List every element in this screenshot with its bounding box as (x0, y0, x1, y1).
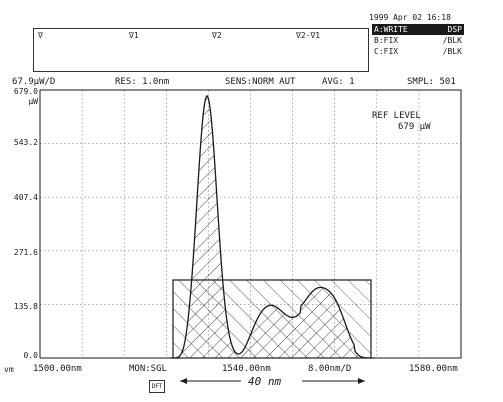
marker-label-1: ∇1 (129, 31, 139, 40)
trace-c-value: /BLK (442, 47, 462, 56)
y-tick-label-1: 543.2 (13, 138, 38, 147)
monitor-icon[interactable]: DFT (149, 380, 165, 393)
trace-row-b[interactable]: B:FIX /BLK (372, 35, 464, 46)
y-tick-label-3: 271.6 (13, 248, 38, 257)
filter-window-box (172, 279, 372, 359)
averaging-readout: AVG: 1 (322, 77, 355, 87)
ref-level-label: REF LEVEL (372, 111, 421, 121)
y-tick-label-5: 0.0 (23, 351, 38, 360)
y-unit-label: μW (28, 97, 38, 106)
x-span-label: 8.00nm/D (308, 364, 352, 374)
width-annotation (180, 378, 365, 384)
y-tick-label-4: 135.8 (13, 302, 38, 311)
width-label: 40 nm (248, 375, 282, 388)
trace-b-value: /BLK (442, 36, 462, 45)
spectrum-trace-line (170, 94, 375, 359)
ref-level-value: 679 μW (398, 122, 431, 132)
trace-a-value: DSP (447, 25, 462, 34)
trace-c-label: C:FIX (374, 47, 399, 56)
marker-box: ∇ ∇1 ∇2 ∇2-∇1 (33, 28, 369, 72)
x-center-label: 1540.00nm (222, 364, 271, 374)
sampling-readout: SMPL: 501 (407, 77, 456, 87)
trace-row-a[interactable]: A:WRITE DSP (372, 24, 464, 35)
x-prefix-label: vm (4, 365, 14, 374)
marker-label-diff: ∇2-∇1 (296, 31, 321, 40)
timestamp: 1999 Apr 02 16:18 (369, 13, 451, 22)
scale-readout: 67.9μW/D (12, 77, 56, 87)
trace-panel: A:WRITE DSP B:FIX /BLK C:FIX /BLK (372, 24, 464, 57)
trace-b-label: B:FIX (374, 36, 399, 45)
marker-label-0: ∇ (38, 31, 43, 40)
marker-label-2: ∇2 (212, 31, 222, 40)
resolution-readout: RES: 1.0nm (115, 77, 170, 87)
y-tick-label-2: 407.4 (13, 193, 38, 202)
trace-a-label: A:WRITE (374, 25, 408, 34)
monitor-label: MON:SGL (129, 364, 167, 374)
sensitivity-readout: SENS:NORM AUT (225, 77, 296, 87)
trace-row-c[interactable]: C:FIX /BLK (372, 46, 464, 57)
x-start-label: 1500.00nm (33, 364, 82, 374)
x-end-label: 1580.00nm (409, 364, 458, 374)
y-tick-label-0: 679.0 (13, 87, 38, 96)
